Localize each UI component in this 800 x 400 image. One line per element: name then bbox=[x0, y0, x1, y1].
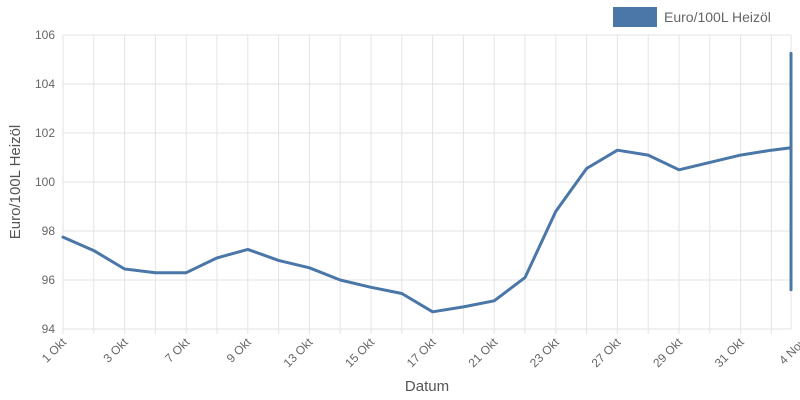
y-tick-label: 106 bbox=[35, 28, 55, 42]
x-tick-label: 13 Okt bbox=[281, 335, 316, 370]
x-tick-label: 21 Okt bbox=[465, 335, 500, 370]
y-tick-label: 94 bbox=[42, 322, 56, 336]
x-tick-label: 7 Okt bbox=[162, 335, 193, 366]
x-tick-label: 15 Okt bbox=[342, 335, 377, 370]
legend-swatch[interactable] bbox=[613, 7, 657, 27]
y-tick-label: 104 bbox=[35, 77, 55, 91]
x-tick-label: 3 Okt bbox=[101, 335, 132, 366]
y-tick-label: 100 bbox=[35, 175, 55, 189]
y-axis-title: Euro/100L Heizöl bbox=[7, 125, 24, 240]
x-axis-title: Datum bbox=[405, 378, 449, 395]
x-tick-label: 27 Okt bbox=[589, 335, 624, 370]
series-line-heizoel bbox=[61, 51, 793, 314]
x-tick-label: 31 Okt bbox=[712, 335, 747, 370]
y-axis-ticks: 94 96 98 100 102 104 106 bbox=[35, 28, 55, 336]
y-tick-label: 96 bbox=[42, 273, 56, 287]
x-tick-label: 17 Okt bbox=[404, 335, 439, 370]
x-tick-label: 9 Okt bbox=[224, 335, 255, 366]
x-axis-ticks: 1 Okt 3 Okt 7 Okt 9 Okt 13 Okt 15 Okt 17 Okt 21… bbox=[39, 335, 800, 370]
legend[interactable]: Euro/100L Heizöl bbox=[613, 7, 771, 27]
x-tick-label: 29 Okt bbox=[650, 335, 685, 370]
grid bbox=[62, 34, 792, 334]
x-tick-label: 23 Okt bbox=[527, 335, 562, 370]
y-tick-label: 98 bbox=[42, 224, 56, 238]
x-tick-label: 4 Nov bbox=[776, 335, 800, 367]
legend-label[interactable]: Euro/100L Heizöl bbox=[664, 9, 771, 25]
series-layer bbox=[61, 51, 793, 314]
y-tick-label: 102 bbox=[35, 126, 55, 140]
x-tick-label: 1 Okt bbox=[39, 335, 70, 366]
